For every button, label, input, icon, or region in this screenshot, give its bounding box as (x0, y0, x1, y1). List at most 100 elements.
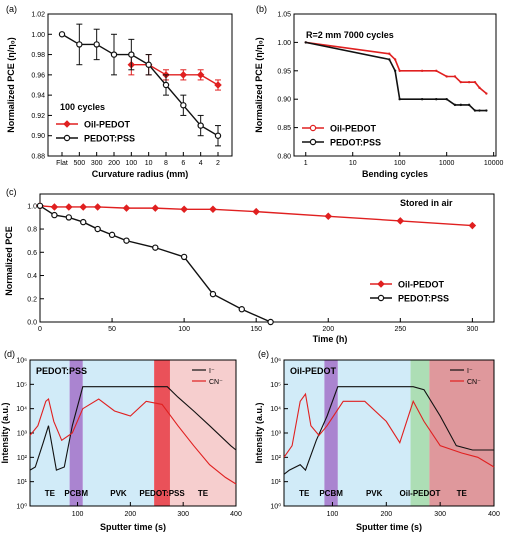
x-tick-label: Flat (56, 160, 68, 167)
data-point (179, 71, 188, 79)
series-line (305, 41, 487, 112)
data-point (324, 212, 333, 221)
y-tick-label: 10⁶ (16, 358, 27, 365)
data-point (58, 31, 66, 38)
data-point (128, 51, 135, 58)
legend-entry-0: Oil-PEDOT (330, 124, 377, 134)
y-tick-label: 0.88 (31, 154, 45, 161)
y-tick-label: 10³ (271, 431, 282, 438)
x-tick-label: 300 (434, 511, 446, 518)
y-tick-label: 0.2 (27, 296, 37, 303)
panel-label: (a) (6, 4, 17, 14)
data-point (36, 202, 44, 210)
x-axis-label: Sputter time (s) (100, 522, 166, 532)
y-axis-label: Intensity (a.u.) (0, 402, 10, 463)
data-point (398, 69, 401, 73)
y-tick-label: 10⁵ (16, 382, 27, 389)
layer-label: PEDOT:PSS (139, 489, 185, 498)
x-tick-label: 4 (199, 160, 203, 167)
data-point (393, 58, 397, 61)
legend-marker-0 (377, 280, 385, 288)
layer-label: Oil-PEDOT (400, 489, 441, 498)
x-tick-label: 10 (349, 160, 357, 167)
x-tick-label: 100 (394, 160, 406, 167)
plot-frame (39, 193, 495, 323)
plot-frame (47, 13, 233, 157)
x-axis-label: Bending cycles (362, 169, 428, 179)
layer-label: TE (457, 489, 468, 498)
legend-marker-0 (63, 120, 71, 128)
data-point (180, 102, 187, 109)
y-tick-label: 1.02 (31, 12, 45, 19)
y-tick-label: 0.4 (27, 273, 37, 280)
y-tick-label: 1.0 (27, 203, 37, 210)
layer-band (284, 360, 325, 506)
data-point (393, 69, 397, 73)
y-tick-label: 1.00 (277, 40, 291, 47)
data-point (453, 75, 457, 78)
data-point (238, 306, 245, 313)
x-tick-label: 100 (178, 326, 190, 333)
y-tick-label: 0.85 (277, 125, 291, 132)
data-point (267, 318, 274, 326)
y-tick-label: 1.05 (277, 12, 291, 19)
legend-entry: CN⁻ (467, 379, 481, 386)
x-tick-label: 1 (304, 160, 308, 167)
x-axis-label: Curvature radius (mm) (92, 169, 189, 179)
data-point (180, 253, 188, 261)
panel-label: (b) (256, 4, 267, 14)
layer-label: TE (198, 489, 209, 498)
data-point (65, 214, 73, 221)
layer-label: PCBM (64, 489, 88, 498)
data-point (473, 109, 477, 112)
x-tick-label: 100 (327, 511, 339, 518)
data-point (93, 203, 102, 211)
data-point (79, 203, 88, 211)
data-point (478, 109, 481, 112)
layer-label: PVK (110, 489, 127, 498)
data-point (209, 290, 217, 298)
y-tick-label: 0.90 (277, 97, 291, 104)
layer-band (169, 360, 236, 506)
data-point (65, 203, 73, 211)
panel-a: (a) 0.88 0.90 0.92 0.94 0.96 0.98 1.00 1.02 Flat 5… (6, 4, 233, 179)
data-point (151, 204, 160, 212)
chart-title: PEDOT:PSS (36, 366, 87, 376)
data-point (50, 203, 59, 211)
x-tick-label: 200 (322, 326, 334, 333)
data-point (108, 231, 116, 239)
legend-marker-1 (309, 138, 317, 146)
y-axis-label: Normalized PCE (4, 226, 14, 296)
y-tick-label: 0.90 (31, 133, 45, 140)
y-tick-label: 10⁶ (270, 358, 281, 365)
series-line (283, 392, 495, 468)
y-tick-label: 10⁰ (270, 503, 281, 511)
series-line (305, 41, 487, 95)
legend-marker-1 (63, 134, 71, 142)
y-axis-label: Normalized PCE (η/η₀) (6, 37, 16, 133)
data-point (459, 80, 463, 84)
data-point (196, 71, 205, 79)
y-axis-label: Normalized PCE (η/η₀) (254, 37, 264, 133)
panel-e: (e) 10⁰ 10¹ 10² 10³ 10⁴ 10⁵ 10⁶ 100 200 300 400 Sput… (254, 349, 500, 532)
layer-band (429, 360, 494, 506)
data-point (398, 98, 401, 101)
x-axis-label: Sputter time (s) (356, 522, 422, 532)
x-tick-label: 1000 (439, 160, 455, 167)
y-tick-label: 10³ (17, 431, 28, 438)
x-tick-label: 300 (177, 511, 189, 518)
data-point (485, 109, 488, 112)
x-tick-label: 500 (73, 160, 85, 167)
panel-label: (e) (258, 349, 269, 359)
legend-marker-1 (377, 294, 385, 302)
y-tick-label: 0.0 (27, 320, 37, 327)
legend-entry: I⁻ (467, 368, 473, 375)
data-point (76, 41, 83, 48)
y-tick-label: 0.94 (31, 93, 45, 100)
data-point (420, 98, 424, 101)
data-point (468, 221, 477, 230)
y-tick-label: 0.80 (277, 154, 291, 161)
data-point (473, 80, 477, 84)
x-tick-label: 200 (380, 511, 392, 518)
